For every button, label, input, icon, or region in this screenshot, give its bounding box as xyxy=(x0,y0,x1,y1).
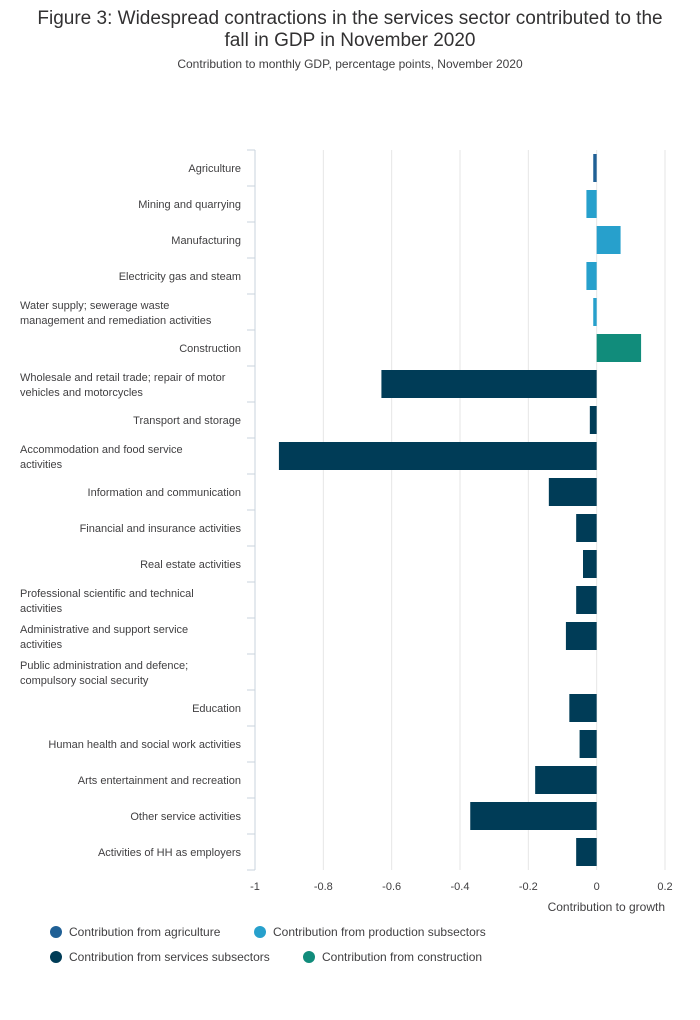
legend-swatch-construction xyxy=(303,951,315,963)
bar xyxy=(569,694,597,722)
category-label: Accommodation and food service xyxy=(20,444,183,456)
bar xyxy=(470,802,597,830)
category-label: activities xyxy=(20,639,63,651)
category-label: Professional scientific and technical xyxy=(20,588,194,600)
category-label: Real estate activities xyxy=(140,559,241,571)
chart-title-line2: fall in GDP in November 2020 xyxy=(224,30,476,51)
category-label: activities xyxy=(20,459,63,471)
bar xyxy=(576,838,597,866)
category-label: Activities of HH as employers xyxy=(98,847,242,859)
category-label: Administrative and support service xyxy=(20,624,188,636)
category-label: Construction xyxy=(179,343,241,355)
x-tick-label: -0.8 xyxy=(314,881,333,893)
category-label: Other service activities xyxy=(130,811,241,823)
category-label: Water supply; sewerage waste xyxy=(20,300,169,312)
category-label: Public administration and defence; xyxy=(20,660,188,672)
category-label: Financial and insurance activities xyxy=(80,523,242,535)
legend-label-services: Contribution from services subsectors xyxy=(69,950,270,964)
category-label: Mining and quarrying xyxy=(138,199,241,211)
bar xyxy=(548,478,597,506)
legend-swatch-services xyxy=(50,951,62,963)
category-label: Education xyxy=(192,703,241,715)
chart-title-line1: Figure 3: Widespread contractions in the… xyxy=(37,8,663,29)
bar xyxy=(593,298,597,326)
bar xyxy=(381,370,597,398)
category-label: Human health and social work activities xyxy=(48,739,241,751)
x-tick-label: -1 xyxy=(250,881,260,893)
bar xyxy=(576,514,597,542)
legend-label-production: Contribution from production subsectors xyxy=(273,925,486,939)
legend-swatch-production xyxy=(254,926,266,938)
chart-subtitle: Contribution to monthly GDP, percentage … xyxy=(177,57,523,71)
category-label: management and remediation activities xyxy=(20,315,212,327)
bar-chart: -1 -0.8 -0.6 -0.4 -0.2 0 0.2 Agriculture Mining … xyxy=(20,149,673,914)
bar xyxy=(565,622,597,650)
bar xyxy=(583,550,597,578)
category-label: Arts entertainment and recreation xyxy=(78,775,241,787)
legend-item-services[interactable]: Contribution from services subsectors xyxy=(50,950,270,964)
x-tick-label: -0.6 xyxy=(382,881,401,893)
category-label: vehicles and motorcycles xyxy=(20,387,143,399)
bar xyxy=(535,766,597,794)
category-label: Electricity gas and steam xyxy=(119,271,241,283)
category-label: Agriculture xyxy=(188,163,241,175)
x-tick-label: 0 xyxy=(594,881,600,893)
legend-item-construction[interactable]: Contribution from construction xyxy=(303,950,482,964)
category-label: activities xyxy=(20,603,63,615)
x-axis-title: Contribution to growth xyxy=(548,900,665,914)
legend-item-agriculture[interactable]: Contribution from agriculture xyxy=(50,925,220,939)
bar xyxy=(586,190,597,218)
x-tick-label: 0.2 xyxy=(657,881,672,893)
category-label: Manufacturing xyxy=(171,235,241,247)
bar xyxy=(593,154,597,182)
bar xyxy=(589,406,597,434)
category-label: Wholesale and retail trade; repair of mo… xyxy=(20,372,226,384)
category-label: Transport and storage xyxy=(133,415,241,427)
bar xyxy=(579,730,597,758)
legend-swatch-agriculture xyxy=(50,926,62,938)
bar xyxy=(576,586,597,614)
chart-title: Figure 3: Widespread contractions in the… xyxy=(20,8,680,52)
legend-label-construction: Contribution from construction xyxy=(322,950,483,964)
category-label: compulsory social security xyxy=(20,675,149,687)
x-tick-label: -0.2 xyxy=(519,881,538,893)
legend-label-agriculture: Contribution from agriculture xyxy=(69,925,221,939)
bar xyxy=(596,226,621,254)
bar xyxy=(586,262,597,290)
bar xyxy=(278,442,597,470)
legend-item-production[interactable]: Contribution from production subsectors xyxy=(254,925,486,939)
bar xyxy=(596,334,642,362)
category-label: Information and communication xyxy=(88,487,241,499)
x-tick-label: -0.4 xyxy=(451,881,470,893)
